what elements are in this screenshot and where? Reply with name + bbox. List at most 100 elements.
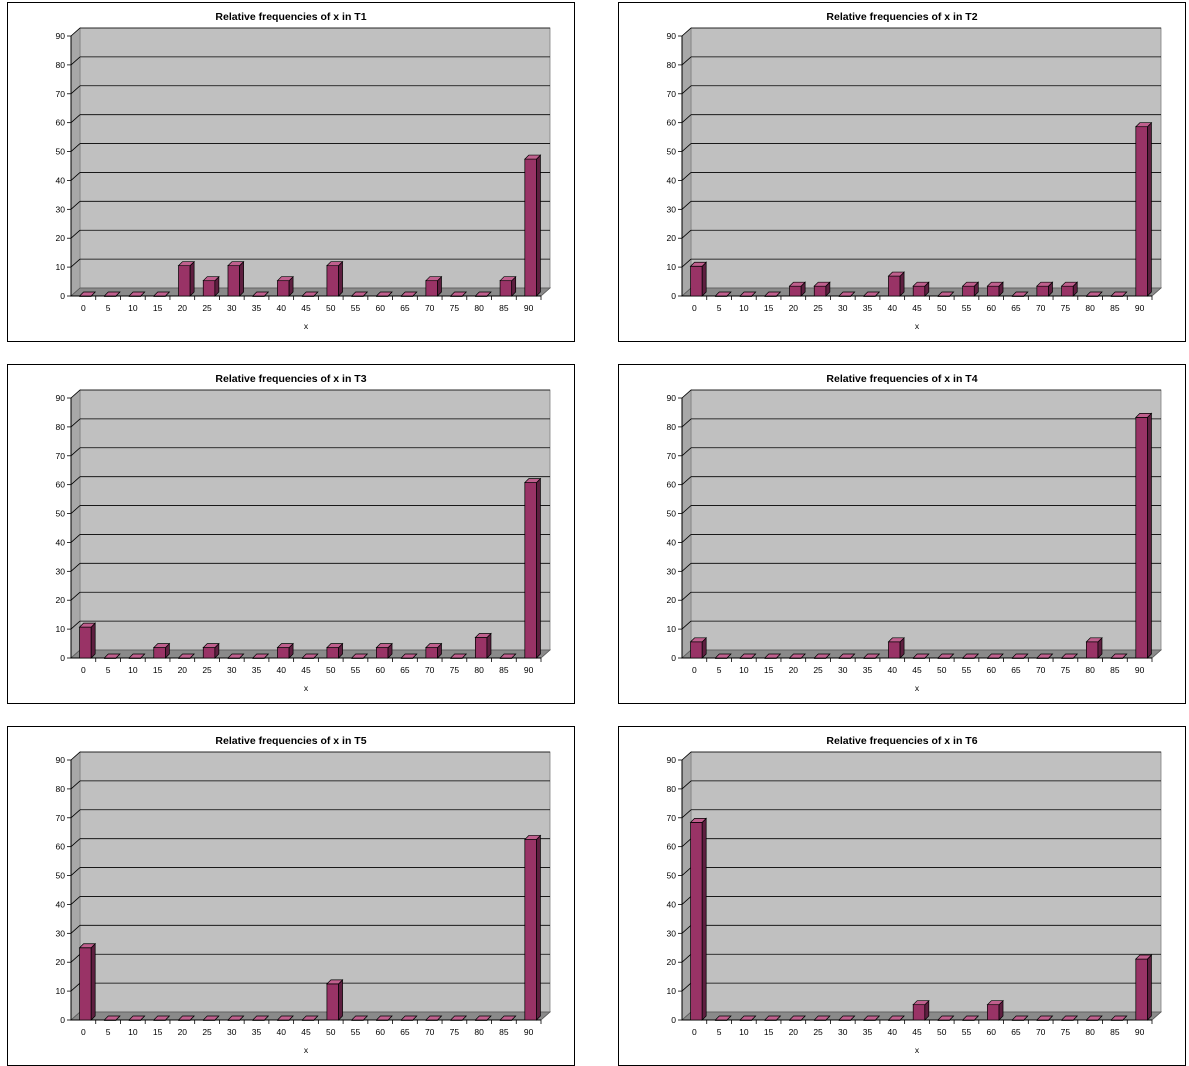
x-tick-label: 0 [692, 1027, 697, 1037]
bar-top [1110, 1015, 1128, 1021]
gridline [70, 982, 81, 992]
bar [524, 839, 537, 1021]
bar [178, 265, 191, 297]
x-tick-label: 25 [202, 1027, 212, 1037]
x-tick-label: 60 [375, 665, 385, 675]
bar-top [301, 653, 319, 659]
bar-top [961, 653, 980, 659]
y-tick-label: 40 [56, 175, 66, 185]
gridline [681, 751, 692, 761]
x-tick-label: 35 [252, 665, 262, 675]
bar-top [350, 1015, 369, 1021]
chart-title: Relative frequencies of x in T2 [826, 11, 977, 23]
gridline [70, 534, 81, 543]
back-wall [79, 389, 551, 651]
gridline [681, 143, 692, 152]
x-tick-label: 60 [986, 665, 996, 675]
side-wall [681, 751, 692, 1021]
gridline [681, 953, 692, 963]
x-tick-label: 80 [474, 665, 484, 675]
x-tick-label: 90 [1135, 1027, 1145, 1037]
bar-top [714, 291, 732, 297]
y-tick-label: 70 [56, 813, 66, 823]
bar-top [301, 1015, 319, 1021]
y-tick-label: 90 [56, 755, 66, 765]
x-tick-label: 45 [912, 665, 922, 675]
y-tick-label: 20 [56, 233, 66, 243]
bar-top [689, 261, 708, 267]
chart-title: Relative frequencies of x in T5 [215, 735, 366, 747]
bar-top [887, 271, 905, 277]
bar-top [152, 291, 171, 297]
bar-top [177, 1015, 195, 1021]
x-tick-label: 15 [153, 303, 163, 313]
x-tick-label: 35 [863, 665, 873, 675]
y-tick-label: 40 [667, 537, 677, 547]
x-tick-label: 15 [764, 665, 774, 675]
gridline [681, 925, 692, 934]
back-wall [690, 389, 1162, 651]
bar-side [536, 154, 541, 297]
bar-top [128, 291, 146, 297]
bar-top [350, 291, 369, 297]
y-tick-label: 30 [667, 566, 677, 576]
x-tick-label: 5 [717, 665, 722, 675]
bar-top [499, 1015, 517, 1021]
bar-top [499, 653, 517, 659]
gridline [681, 27, 692, 37]
x-tick-label: 70 [1036, 1027, 1046, 1037]
bar-side [701, 261, 707, 297]
y-tick-label: 70 [667, 89, 677, 99]
x-tick-label: 45 [301, 303, 311, 313]
y-tick-label: 0 [671, 1015, 676, 1025]
bar-top [474, 633, 492, 638]
x-axis-label: x [915, 1045, 920, 1055]
gridline [681, 229, 692, 239]
gridline [70, 505, 81, 514]
chart-svg: Relative frequencies of x in T2 0 10 20 30 40… [667, 11, 1163, 331]
bar [888, 275, 901, 297]
bar-top [1085, 291, 1103, 297]
gridline [681, 201, 692, 210]
x-tick-label: 80 [1085, 665, 1095, 675]
x-tick-label: 30 [227, 1027, 237, 1037]
bar-top [887, 1015, 905, 1021]
bar [326, 983, 339, 1021]
y-tick-label: 30 [667, 928, 677, 938]
x-tick-label: 55 [962, 665, 972, 675]
bar [1135, 417, 1148, 659]
bar [153, 647, 166, 659]
gridline [681, 867, 692, 876]
y-tick-label: 90 [56, 393, 66, 403]
bar [524, 482, 537, 659]
x-tick-label: 70 [425, 303, 435, 313]
y-tick-label: 80 [56, 784, 66, 794]
x-tick-label: 45 [301, 665, 311, 675]
bar-top [838, 1015, 856, 1021]
x-tick-label: 75 [450, 303, 460, 313]
gridline [70, 27, 81, 37]
x-tick-label: 90 [1135, 303, 1145, 313]
x-tick-label: 35 [863, 303, 873, 313]
x-tick-label: 45 [912, 1027, 922, 1037]
y-tick-label: 40 [667, 899, 677, 909]
bar-top [1011, 653, 1029, 659]
y-tick-label: 50 [667, 147, 677, 157]
gridline [681, 85, 692, 95]
y-tick-label: 70 [56, 89, 66, 99]
gridline [681, 505, 692, 514]
bar-top [1134, 413, 1153, 418]
chart-svg: Relative frequencies of x in T4 0 10 20 30 40… [667, 373, 1163, 693]
x-tick-label: 70 [1036, 665, 1046, 675]
x-tick-label: 50 [937, 303, 947, 313]
x-tick-label: 25 [813, 303, 823, 313]
x-tick-label: 40 [888, 303, 898, 313]
bar-top [912, 653, 930, 659]
x-tick-label: 55 [962, 1027, 972, 1037]
x-axis-label: x [915, 321, 920, 331]
bar-top [152, 643, 171, 648]
x-tick-label: 70 [425, 1027, 435, 1037]
y-tick-label: 70 [667, 813, 677, 823]
gridline [681, 172, 692, 181]
bar-top [937, 291, 955, 297]
